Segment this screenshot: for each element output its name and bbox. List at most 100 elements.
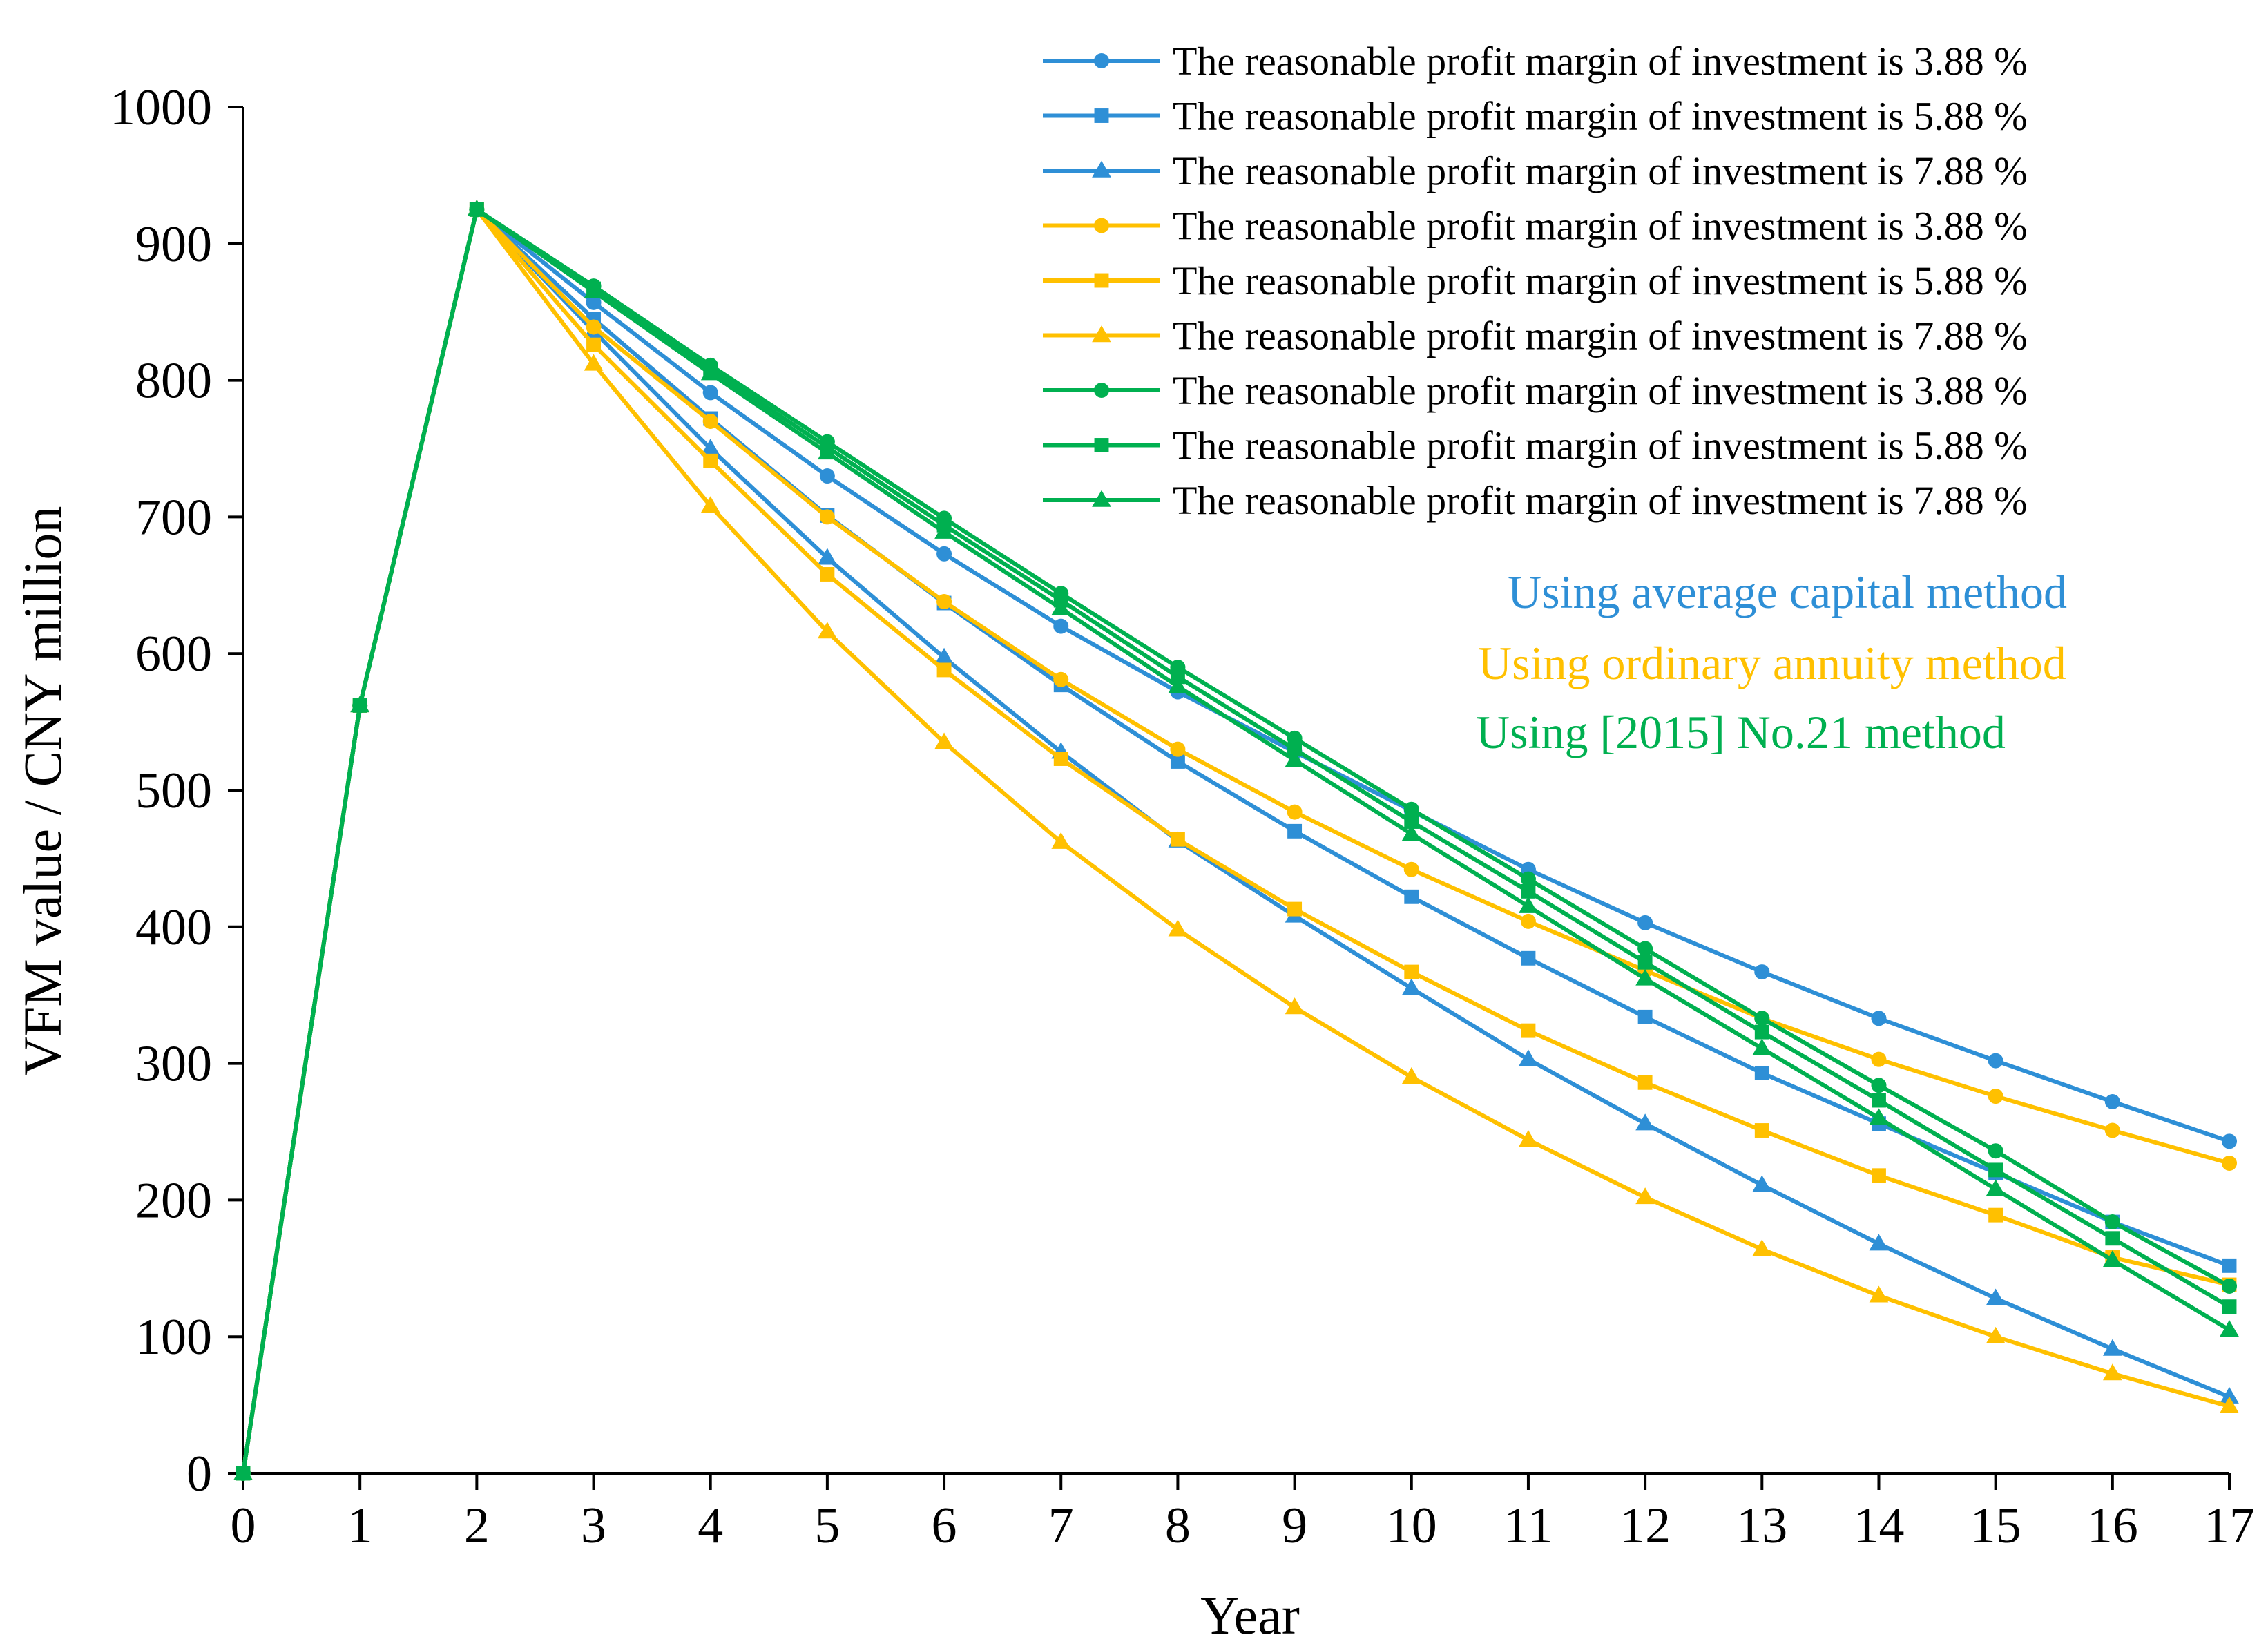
legend-entry: The reasonable profit margin of investme… — [1043, 204, 2028, 249]
method-label: Using [2015] No.21 method — [1476, 706, 2006, 758]
y-tick-label: 500 — [135, 763, 212, 819]
y-tick-label: 0 — [186, 1446, 212, 1502]
point-circle — [819, 509, 835, 525]
point-triangle — [1092, 160, 1111, 178]
point-triangle — [934, 521, 954, 539]
point-square — [1988, 1207, 2003, 1223]
point-square — [1521, 950, 1536, 966]
x-axis-ticks: 0 1 2 3 4 5 6 7 8 9 10 11 12 13 14 15 16 17 — [231, 1473, 2255, 1554]
point-triangle — [1869, 1285, 1889, 1303]
point-circle — [1053, 671, 1069, 687]
point-triangle — [2102, 1339, 2122, 1356]
x-tick-label: 3 — [581, 1497, 606, 1554]
point-circle — [1637, 941, 1653, 957]
legend-label: The reasonable profit margin of investme… — [1173, 314, 2028, 358]
x-tick-label: 2 — [464, 1497, 490, 1554]
x-tick-label: 7 — [1048, 1497, 1074, 1554]
point-circle — [702, 413, 718, 429]
x-tick-label: 17 — [2204, 1497, 2255, 1554]
point-square — [2105, 1231, 2120, 1246]
x-axis-title: Year — [1200, 1585, 1300, 1645]
legend-label: The reasonable profit margin of investme… — [1173, 258, 2028, 303]
y-tick-label: 200 — [135, 1172, 212, 1229]
point-circle — [2104, 1122, 2120, 1138]
y-tick-label: 300 — [135, 1036, 212, 1093]
series-green-triangle — [233, 200, 2239, 1480]
point-circle — [1754, 964, 1770, 980]
point-circle — [1637, 915, 1653, 930]
point-triangle — [1635, 1187, 1655, 1205]
point-square — [1170, 832, 1185, 847]
point-triangle — [1986, 1179, 2006, 1196]
point-triangle — [1752, 1038, 1772, 1055]
point-triangle — [1051, 832, 1071, 849]
series-line — [241, 207, 2230, 1474]
point-triangle — [1285, 997, 1305, 1015]
legend-label: The reasonable profit margin of investme… — [1173, 368, 2028, 413]
point-circle — [1094, 383, 1109, 398]
point-triangle — [1285, 750, 1305, 767]
point-triangle — [934, 732, 954, 749]
x-tick-label: 1 — [347, 1497, 373, 1554]
x-tick-label: 12 — [1620, 1497, 1671, 1554]
point-square — [1637, 1075, 1653, 1090]
legend-entry: The reasonable profit margin of investme… — [1043, 149, 2028, 193]
point-circle — [1871, 1051, 1887, 1067]
legend-label: The reasonable profit margin of investme… — [1173, 478, 2028, 523]
point-square — [1094, 273, 1109, 288]
point-square — [1094, 108, 1109, 123]
point-triangle — [818, 622, 837, 639]
legend-entry: The reasonable profit margin of investme… — [1043, 368, 2028, 413]
point-square — [1053, 752, 1068, 766]
method-labels: Using average capital method Using ordina… — [1476, 566, 2067, 758]
legend-entry: The reasonable profit margin of investme… — [1043, 39, 2028, 84]
point-circle — [586, 319, 602, 335]
point-triangle — [818, 548, 837, 565]
point-square — [1521, 883, 1536, 899]
legend-entry: The reasonable profit margin of investme… — [1043, 478, 2028, 523]
point-circle — [1754, 1011, 1770, 1026]
y-axis-title: VFM value / CNY million — [12, 506, 73, 1076]
point-triangle — [584, 281, 604, 298]
point-square — [703, 453, 718, 468]
x-tick-label: 4 — [698, 1497, 723, 1554]
point-circle — [1094, 218, 1109, 233]
point-circle — [1871, 1078, 1887, 1093]
legend-entry: The reasonable profit margin of investme… — [1043, 314, 2028, 358]
point-square — [1988, 1162, 2003, 1178]
x-tick-label: 6 — [932, 1497, 957, 1554]
point-triangle — [233, 1463, 253, 1480]
point-triangle — [1168, 676, 1188, 693]
point-circle — [1988, 1053, 2003, 1069]
point-triangle — [700, 496, 720, 513]
series-line — [241, 207, 2231, 1474]
point-triangle — [1401, 1067, 1421, 1084]
point-circle — [1053, 618, 1069, 634]
y-axis-ticks: 0 100 200 300 400 500 600 700 800 900 1000 — [110, 79, 243, 1502]
x-tick-label: 11 — [1503, 1497, 1553, 1554]
point-square — [936, 662, 952, 678]
x-tick-label: 10 — [1386, 1497, 1437, 1554]
point-square — [586, 337, 601, 352]
point-triangle — [1986, 1326, 2006, 1343]
point-circle — [1520, 913, 1536, 929]
point-triangle — [1986, 1288, 2006, 1305]
point-square — [1754, 1065, 1769, 1080]
x-tick-label: 14 — [1853, 1497, 1904, 1554]
point-square — [1404, 964, 1419, 979]
point-circle — [2104, 1093, 2120, 1109]
y-tick-label: 800 — [135, 353, 212, 410]
legend-label: The reasonable profit margin of investme… — [1173, 39, 2028, 84]
y-tick-label: 400 — [135, 899, 212, 956]
point-square — [1754, 1123, 1769, 1138]
series-line — [241, 207, 2230, 1474]
point-square — [1170, 754, 1185, 769]
point-circle — [1871, 1011, 1887, 1026]
point-square — [1637, 1009, 1653, 1024]
point-triangle — [2220, 1319, 2239, 1337]
point-square — [1287, 823, 1303, 839]
legend-label: The reasonable profit margin of investme… — [1173, 149, 2028, 193]
legend: The reasonable profit margin of investme… — [1043, 39, 2028, 523]
point-circle — [702, 385, 718, 401]
